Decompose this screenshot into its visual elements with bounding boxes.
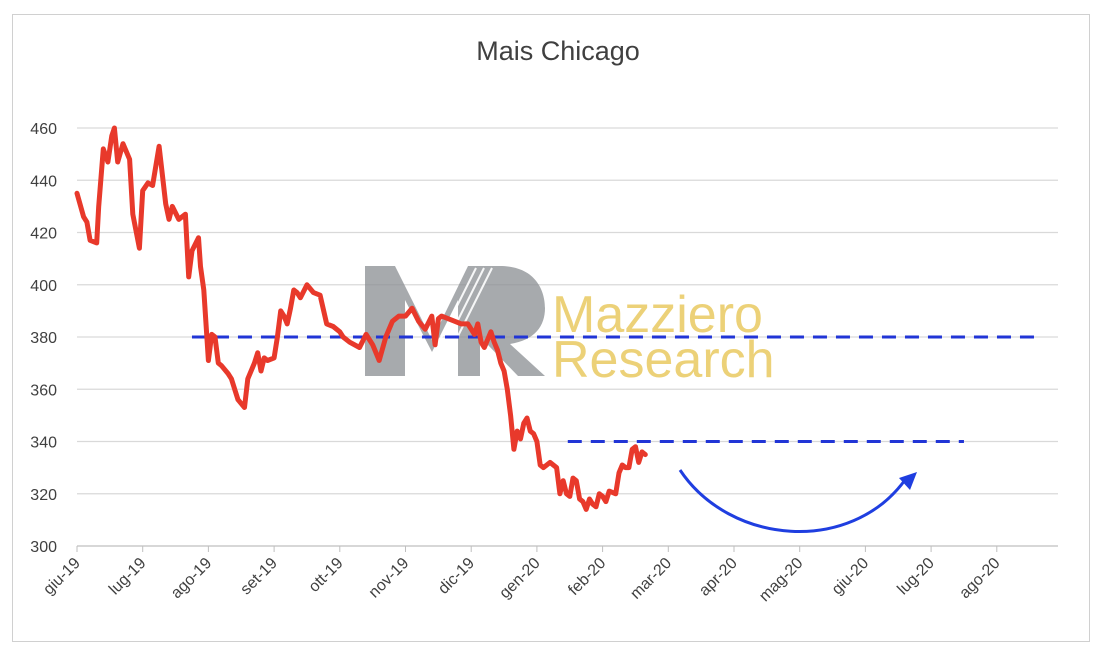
curved-arrow-annotation bbox=[678, 469, 917, 533]
x-tick-label: ago-20 bbox=[956, 555, 1003, 602]
logo-monogram-shape bbox=[365, 266, 545, 376]
x-tick-label: feb-20 bbox=[565, 555, 609, 599]
series-line bbox=[74, 125, 648, 512]
y-tick-label: 320 bbox=[30, 487, 57, 504]
x-tick-label: giu-20 bbox=[829, 555, 873, 599]
x-axis: giu-19 lug-19 ago-19 set-19 ott-19 nov-19 dic-… bbox=[40, 545, 1058, 605]
x-tick-label: lug-19 bbox=[106, 555, 150, 599]
y-tick-label: 300 bbox=[30, 539, 57, 556]
y-tick-label: 360 bbox=[30, 382, 57, 399]
y-tick-label: 340 bbox=[30, 435, 57, 452]
mazziero-research-logo: Mazziero Research bbox=[365, 266, 775, 389]
y-tick-label: 420 bbox=[30, 226, 57, 243]
y-tick-label: 400 bbox=[30, 278, 57, 295]
watermark-text-line1: Mazziero bbox=[552, 286, 763, 344]
x-tick-label: gen-20 bbox=[496, 555, 543, 602]
chart-frame bbox=[12, 14, 1090, 642]
curved-arrow-head bbox=[899, 472, 917, 490]
x-tick-label: dic-19 bbox=[435, 555, 478, 598]
watermark-text-line2: Research bbox=[552, 331, 775, 389]
x-tick-label: nov-19 bbox=[366, 555, 413, 602]
x-tick-label: apr-20 bbox=[696, 555, 741, 600]
x-tick-label: giu-19 bbox=[40, 555, 84, 599]
y-tick-label: 440 bbox=[30, 173, 57, 190]
y-axis-ticks: 300 320 340 360 380 400 420 440 460 bbox=[30, 121, 57, 556]
reference-lines bbox=[191, 335, 1043, 443]
x-tick-label: mag-20 bbox=[756, 555, 806, 605]
x-tick-label: lug-20 bbox=[894, 555, 938, 599]
x-tick-label: set-19 bbox=[237, 555, 281, 599]
x-tick-label: mar-20 bbox=[627, 555, 675, 603]
logo-monogram-stripes bbox=[439, 267, 493, 341]
x-tick-label: ott-19 bbox=[306, 555, 347, 596]
y-tick-label: 380 bbox=[30, 330, 57, 347]
x-tick-label: ago-19 bbox=[168, 555, 215, 602]
y-tick-label: 460 bbox=[30, 121, 57, 138]
chart-title: Mais Chicago bbox=[476, 36, 640, 66]
curved-arrow-path bbox=[678, 469, 907, 533]
